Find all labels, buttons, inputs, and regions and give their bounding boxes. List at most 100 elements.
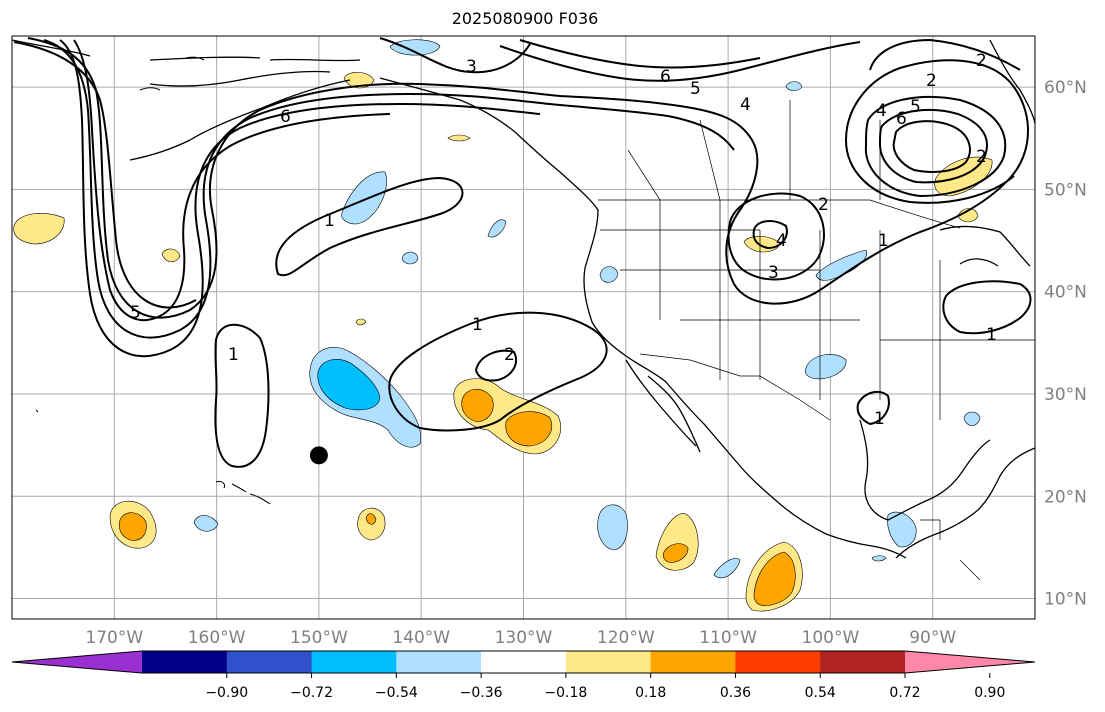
- colorbar-tick-label: −0.36: [460, 685, 503, 701]
- shade-yellow: [161, 248, 181, 263]
- colorbar-segment: [226, 651, 313, 673]
- contour-label: 1: [228, 345, 239, 365]
- contour-line: [43, 39, 735, 339]
- longitude-label: 170°W: [85, 628, 143, 648]
- colorbar-tick-label: −0.54: [375, 685, 418, 701]
- coast-baja: [625, 359, 701, 453]
- contour-line: [27, 37, 1029, 319]
- coast-bc: [379, 77, 907, 559]
- colorbar-tick-label: −0.18: [544, 685, 587, 701]
- coast-gulf: [859, 419, 1035, 559]
- colorbar-tick-label: 0.54: [805, 685, 836, 701]
- contour-label: 2: [926, 71, 937, 91]
- colorbar-tick-label: 0.36: [720, 685, 751, 701]
- contour-label: 6: [660, 67, 671, 87]
- coast-great-lakes: [939, 225, 1031, 267]
- borders: [598, 100, 1035, 581]
- contour-label: 5: [910, 97, 921, 117]
- coastlines: [12, 39, 1035, 559]
- shade-blue: [341, 171, 387, 225]
- shade-blue: [804, 354, 847, 380]
- colorbar-segment: [142, 651, 228, 673]
- island: [35, 409, 39, 413]
- coast-hudson: [989, 39, 1035, 125]
- contour-line: [864, 95, 1007, 198]
- longitude-label: 160°W: [188, 628, 246, 648]
- colorbar-tick-label: 0.18: [635, 685, 666, 701]
- latitude-label: 40°N: [1044, 283, 1087, 303]
- location-marker: [309, 446, 328, 465]
- shade-blue: [597, 504, 628, 551]
- shade-blue: [193, 515, 219, 532]
- contour-label: 3: [768, 263, 779, 283]
- latitude-label: 60°N: [1044, 78, 1087, 98]
- shade-blue: [487, 219, 507, 238]
- colorbar-segment: [396, 651, 482, 673]
- latitude-label: 10°N: [1044, 590, 1087, 610]
- coast-alaska: [12, 39, 351, 161]
- contour-line: [892, 120, 971, 173]
- contour-label: 6: [280, 107, 291, 127]
- contour-label: 3: [466, 57, 477, 77]
- contour-line: [499, 41, 861, 82]
- longitude-label: 130°W: [495, 628, 553, 648]
- shade-blue: [389, 39, 441, 56]
- border-canada-provinces: [627, 100, 881, 201]
- shade-blue: [785, 81, 803, 91]
- island: [215, 481, 271, 505]
- contour-label: 2: [818, 195, 829, 215]
- shade-yellow: [957, 208, 979, 223]
- colorbar-segment: [311, 651, 397, 673]
- colorbar-segment: [820, 651, 906, 673]
- colorbar-segment: [735, 651, 821, 673]
- shade-blue: [599, 266, 619, 283]
- colorbar-segment: [565, 651, 652, 673]
- contour-line: [13, 41, 197, 309]
- shade-orange: [365, 513, 377, 525]
- border-states: [600, 200, 1035, 420]
- shade-orange: [505, 411, 552, 447]
- colorbar-tick-label: 0.90: [974, 685, 1005, 701]
- latitude-label: 20°N: [1044, 487, 1087, 507]
- shade-blue: [871, 555, 887, 562]
- contour-line: [869, 38, 1021, 71]
- border-us-canada: [598, 199, 961, 229]
- colorbar-outline: [11, 650, 1036, 674]
- coast-alaska-north: [149, 56, 361, 62]
- contour-labels: 1 1 1 1 1 1 2 2 2 2 2 3 3 4 4 4 5 5 5 6 …: [130, 51, 997, 429]
- longitude-label: 110°W: [699, 628, 757, 648]
- contour-label: 5: [690, 79, 701, 99]
- gridlines: [12, 36, 1035, 619]
- colorbar-segment: [650, 651, 736, 673]
- contour-line: [942, 280, 1032, 335]
- colorbar-tick-label: 0.72: [889, 685, 920, 701]
- colorbar-tick-label: −0.72: [290, 685, 333, 701]
- contour-label: 2: [976, 147, 987, 167]
- map-title: 2025080900 F036: [451, 9, 599, 28]
- shade-yellow: [447, 134, 471, 142]
- contour-label: 4: [876, 101, 887, 121]
- contour-label: 1: [986, 325, 997, 345]
- contour-line: [519, 39, 761, 69]
- longitude-label: 120°W: [597, 628, 655, 648]
- latitude-label: 50°N: [1044, 180, 1087, 200]
- contour-label: 1: [324, 211, 335, 231]
- longitude-label: 100°W: [802, 628, 860, 648]
- shade-orange: [461, 388, 494, 423]
- longitude-label: 150°W: [290, 628, 348, 648]
- shade-blue: [887, 511, 917, 548]
- border-us-mexico: [639, 353, 831, 421]
- longitude-label: 140°W: [392, 628, 450, 648]
- contour-label: 1: [472, 315, 483, 335]
- contour-label: 1: [874, 409, 885, 429]
- shade-blue: [317, 359, 381, 411]
- contour-line: [73, 39, 391, 321]
- longitude-labels: 170°W 160°W 150°W 140°W 130°W 120°W 110°W 100°W…: [85, 628, 956, 648]
- contour-label: 4: [776, 231, 787, 251]
- border-central-america: [920, 519, 981, 581]
- colorbar-tick-label: −0.90: [205, 685, 248, 701]
- island: [139, 87, 161, 91]
- contour-label: 2: [976, 51, 987, 71]
- shade-orange: [119, 512, 147, 541]
